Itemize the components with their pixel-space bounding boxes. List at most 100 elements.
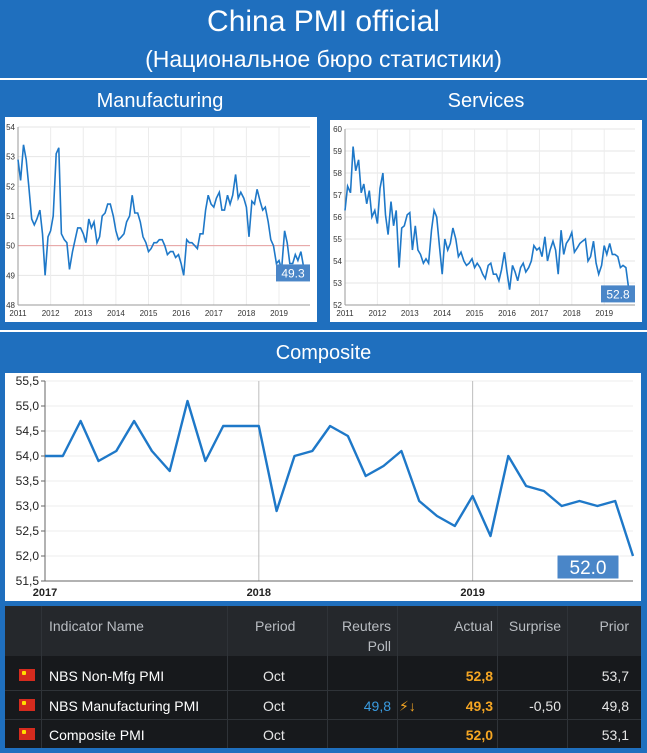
surprise-arrows-icon: ⚡↓ (399, 698, 416, 714)
x-tick-label: 2012 (42, 309, 60, 318)
y-tick-label: 55 (333, 235, 342, 244)
composite-chart-panel: 51,5 52,0 52,5 53,0 53,5 54,0 54,5 55,0 55,5 2017… (5, 373, 641, 601)
last-value-badge: 52.0 (556, 554, 620, 580)
last-value-badge: 49.3 (276, 264, 310, 282)
column-header-reuters-poll[interactable]: Reuters Poll (341, 616, 391, 656)
y-tick-label: 52,0 (16, 549, 40, 563)
column-separator (567, 606, 568, 748)
y-tick-label: 54 (333, 257, 342, 266)
indicator-table: Indicator Name Period Reuters Poll Actua… (5, 606, 641, 748)
y-tick-label: 51 (6, 212, 15, 221)
column-separator (327, 606, 328, 748)
services-chart-panel: 52 53 54 55 56 57 58 59 60 2011 2012 2013 2014 2015 20… (330, 120, 642, 322)
table-row[interactable]: NBS Manufacturing PMI Oct 49,8 ⚡↓ 49,3 -… (5, 690, 641, 721)
last-value-label: 52.0 (570, 558, 607, 579)
column-header-surprise[interactable]: Surprise (508, 618, 561, 634)
column-header-period[interactable]: Period (255, 618, 296, 634)
x-tick-label: 2012 (369, 309, 387, 318)
china-flag-icon (19, 728, 35, 740)
y-tick-label: 55,5 (16, 374, 40, 388)
y-tick-label: 58 (333, 169, 342, 178)
surprise-value: -0,50 (529, 698, 561, 714)
y-tick-label: 52 (6, 182, 15, 191)
last-value-label: 49.3 (281, 266, 305, 280)
y-tick-label: 53,5 (16, 474, 40, 488)
x-tick-label: 2018 (237, 309, 255, 318)
column-header-poll-line1: Reuters (341, 618, 391, 634)
y-tick-label: 51,5 (16, 574, 40, 588)
manufacturing-chart-panel: 48 49 50 51 52 53 54 2011 2012 2013 2014 2015 2016 20… (5, 117, 317, 322)
x-tick-label: 2017 (33, 587, 57, 599)
x-tick-label: 2018 (563, 309, 581, 318)
y-tick-label: 52,5 (16, 524, 40, 538)
last-value-label: 52.8 (606, 287, 630, 301)
y-tick-label: 52 (333, 301, 342, 310)
china-flag-icon (19, 699, 35, 711)
last-value-badge-bg (276, 264, 310, 282)
china-flag-icon (19, 669, 35, 681)
indicator-name: Composite PMI (49, 727, 145, 743)
x-tick-label: 2014 (107, 309, 125, 318)
y-tick-label: 55,0 (16, 399, 40, 413)
x-tick-label: 2019 (595, 309, 613, 318)
y-tick-label: 59 (333, 147, 342, 156)
x-tick-label: 2015 (140, 309, 158, 318)
actual-value: 49,3 (465, 698, 493, 714)
divider-top (0, 78, 647, 80)
column-separator (41, 606, 42, 748)
column-separator (397, 606, 398, 748)
prior-value: 53,7 (601, 668, 629, 684)
column-header-indicator-name[interactable]: Indicator Name (49, 618, 144, 634)
x-tick-label: 2016 (172, 309, 190, 318)
column-header-prior[interactable]: Prior (599, 618, 629, 634)
x-tick-label: 2019 (460, 587, 484, 599)
column-separator (497, 606, 498, 748)
y-tick-label: 54,5 (16, 424, 40, 438)
y-tick-label: 57 (333, 191, 342, 200)
period-value: Oct (263, 698, 285, 714)
column-separator (227, 606, 228, 748)
series-line (17, 144, 305, 276)
prior-value: 53,1 (601, 727, 629, 743)
y-tick-label: 48 (6, 301, 15, 310)
last-value-badge-bg (601, 285, 635, 303)
y-tick-label: 60 (333, 125, 342, 134)
last-value-badge-bg (556, 554, 620, 580)
series-line (344, 146, 630, 290)
y-tick-label: 54,0 (16, 449, 40, 463)
x-tick-label: 2015 (466, 309, 484, 318)
last-value-badge: 52.8 (601, 285, 635, 303)
prior-value: 49,8 (601, 698, 629, 714)
y-tick-label: 53 (6, 153, 15, 162)
page-subtitle: (Национальное бюро статистики) (145, 46, 502, 72)
services-chart: 52 53 54 55 56 57 58 59 60 2011 2012 2013 2014 2015 20… (333, 125, 635, 318)
series-line (45, 399, 635, 557)
indicator-name: NBS Manufacturing PMI (49, 698, 200, 714)
divider-middle (0, 330, 647, 332)
y-tick-label: 50 (6, 242, 15, 251)
section-label-composite: Composite (275, 342, 372, 364)
x-tick-label: 2018 (247, 587, 271, 599)
x-tick-label: 2011 (336, 309, 354, 318)
y-tick-label: 53,0 (16, 499, 40, 513)
x-tick-label: 2017 (531, 309, 549, 318)
y-tick-label: 53 (333, 279, 342, 288)
table-row[interactable]: Composite PMI Oct 52,0 53,1 (5, 719, 641, 750)
table-header: Indicator Name Period Reuters Poll Actua… (5, 606, 641, 656)
page-title: China PMI official (207, 5, 440, 38)
x-tick-label: 2014 (433, 309, 451, 318)
y-tick-label: 56 (333, 213, 342, 222)
x-tick-label: 2011 (9, 309, 27, 318)
manufacturing-chart: 48 49 50 51 52 53 54 2011 2012 2013 2014 2015 2016 20… (6, 123, 310, 318)
indicator-name: NBS Non-Mfg PMI (49, 668, 165, 684)
x-tick-label: 2017 (205, 309, 223, 318)
x-tick-label: 2013 (401, 309, 419, 318)
section-label-services: Services (447, 90, 525, 112)
y-tick-label: 49 (6, 271, 15, 280)
poll-value: 49,8 (363, 698, 391, 714)
period-value: Oct (263, 668, 285, 684)
actual-value: 52,8 (465, 668, 493, 684)
column-header-actual[interactable]: Actual (454, 618, 493, 634)
period-value: Oct (263, 727, 285, 743)
table-row[interactable]: NBS Non-Mfg PMI Oct 52,8 53,7 (5, 661, 641, 691)
